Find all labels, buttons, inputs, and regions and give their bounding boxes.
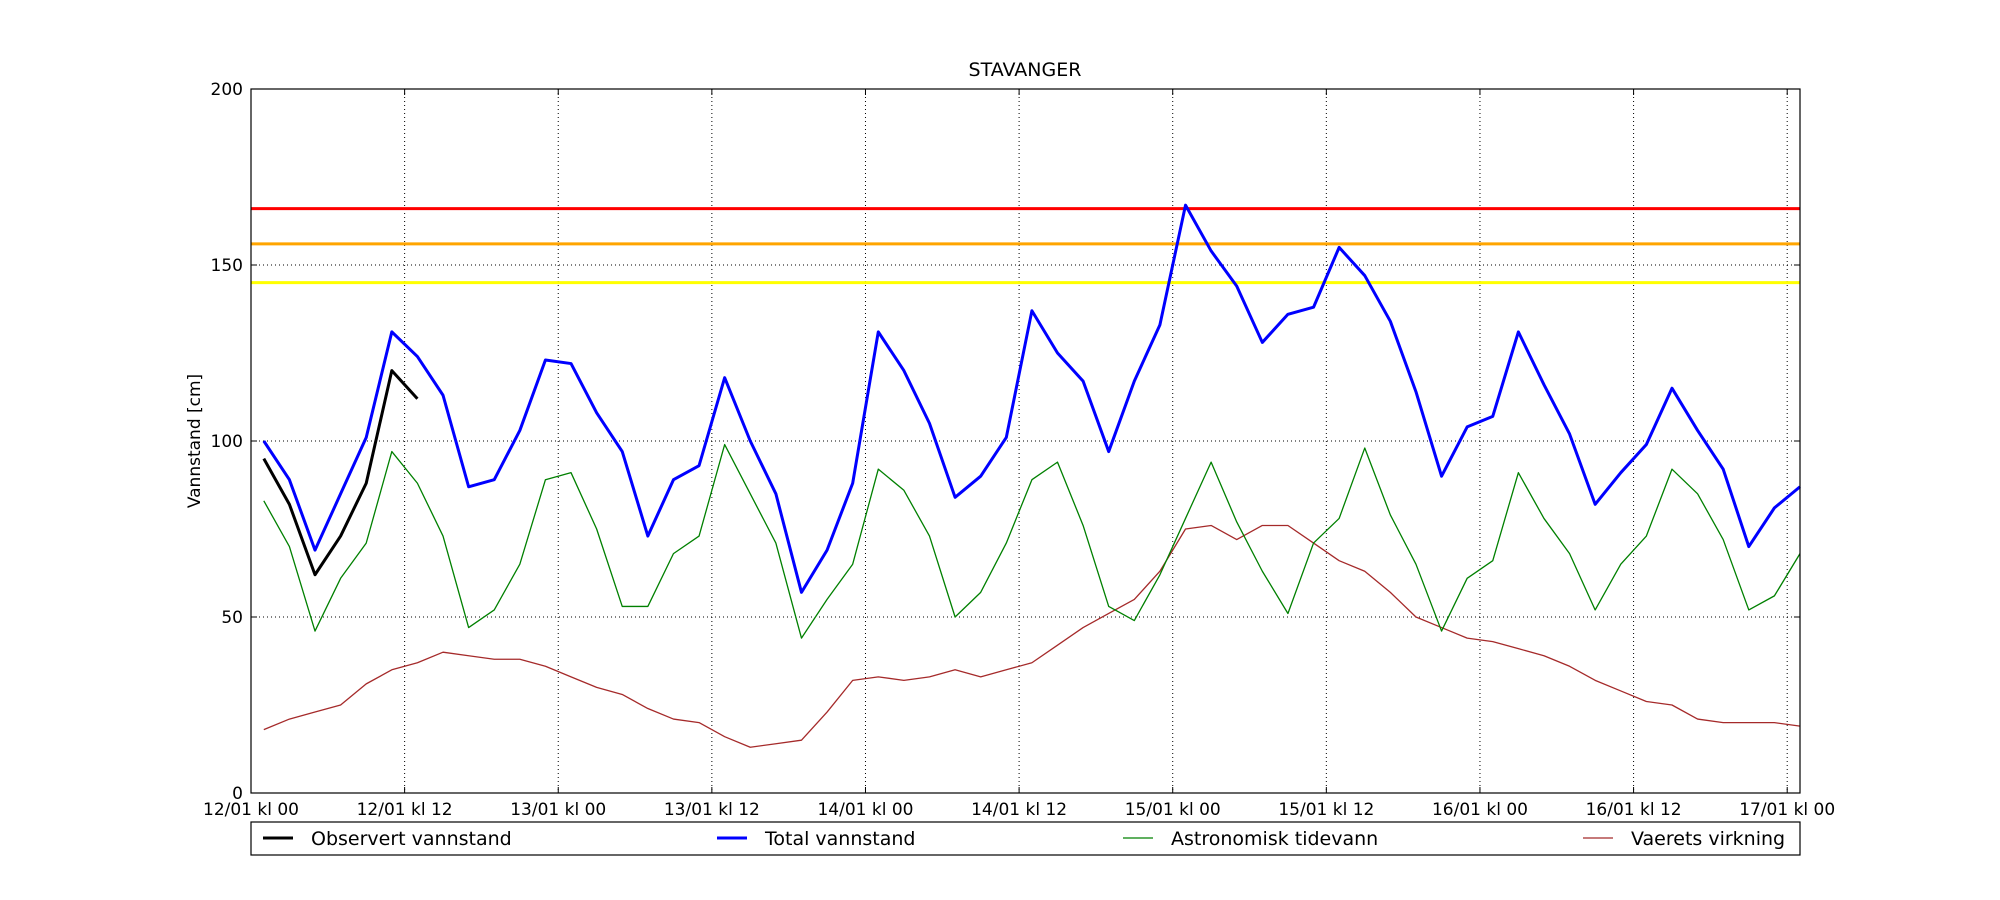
y-tick-label: 100 <box>211 432 243 452</box>
series-line <box>262 369 419 577</box>
x-tick-label: 12/01 kl 12 <box>357 800 453 820</box>
legend-label: Observert vannstand <box>311 828 512 850</box>
chart-title: STAVANGER <box>969 59 1082 81</box>
y-tick-label: 0 <box>232 784 243 804</box>
x-tick-label: 15/01 kl 00 <box>1125 800 1221 820</box>
x-tick-label: 15/01 kl 12 <box>1278 800 1374 820</box>
x-tick-label: 13/01 kl 00 <box>510 800 606 820</box>
x-tick-label: 14/01 kl 00 <box>817 800 913 820</box>
series-line <box>262 203 1801 594</box>
plot-frame <box>250 88 1801 794</box>
legend-label: Vaerets virkning <box>1631 828 1785 850</box>
x-tick-label: 14/01 kl 12 <box>971 800 1067 820</box>
legend-label: Total vannstand <box>764 828 915 850</box>
y-tick-label: 200 <box>211 80 243 100</box>
legend <box>250 821 1801 856</box>
x-tick-label: 16/01 kl 00 <box>1432 800 1528 820</box>
series-line <box>263 443 1801 639</box>
x-tick-label: 16/01 kl 12 <box>1586 800 1682 820</box>
x-tick-label: 12/01 kl 00 <box>203 800 299 820</box>
y-tick-label: 50 <box>221 608 243 628</box>
y-tick-label: 150 <box>211 256 243 276</box>
x-tick-label: 17/01 kl 00 <box>1739 800 1835 820</box>
y-axis-label: Vannstand [cm] <box>185 374 205 508</box>
legend-label: Astronomisk tidevann <box>1171 828 1378 850</box>
x-tick-label: 13/01 kl 12 <box>664 800 760 820</box>
series-line <box>263 524 1801 748</box>
